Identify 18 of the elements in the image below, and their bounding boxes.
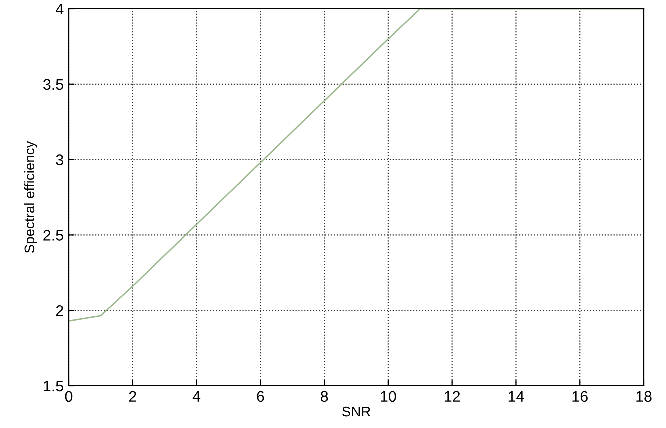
x-tick-label: 10 [381,391,396,402]
x-tick-label: 12 [445,391,460,402]
x-tick-label: 16 [572,391,588,402]
y-tick-label: 3 [56,154,64,166]
y-tick-label: 4 [56,4,64,15]
x-tick-label: 0 [65,391,73,402]
x-tick-label: 18 [636,391,652,402]
x-tick-label: 2 [129,391,136,402]
x-tick-label: 6 [257,391,264,402]
x-tick-label: 4 [192,391,201,402]
y-tick-label: 2 [56,305,64,316]
x-tick-label: 8 [320,391,328,402]
y-axis-title: Spectral efficiency [24,141,38,254]
x-tick-label: 14 [508,391,524,402]
x-axis-title: SNR [342,406,371,417]
y-tick-label: 2.5 [44,230,64,241]
y-tick-label: 3.5 [43,79,64,90]
y-tick-label: 1.5 [44,381,64,392]
